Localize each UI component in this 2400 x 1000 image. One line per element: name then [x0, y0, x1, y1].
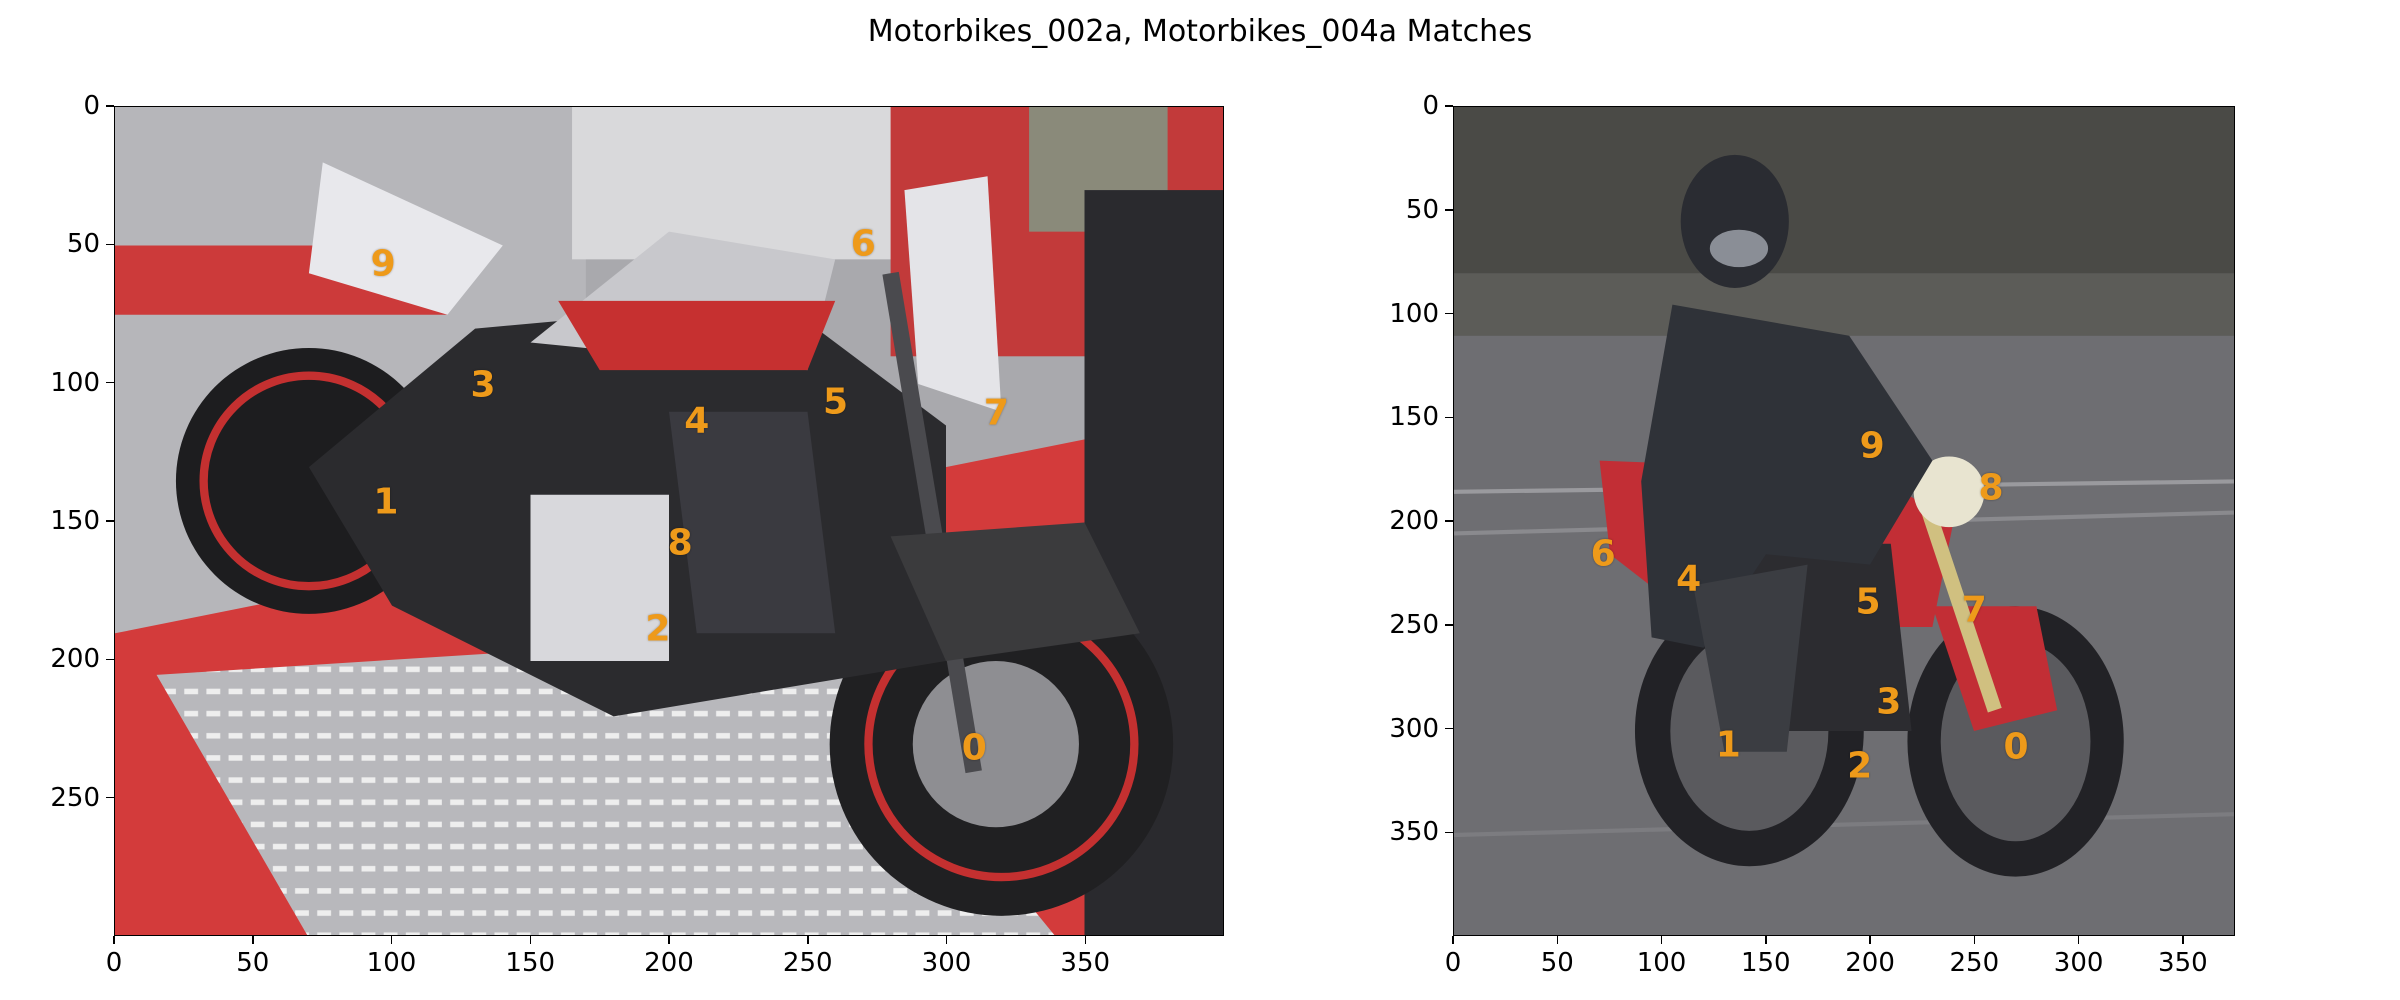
keypoint-label: 7 [1961, 589, 1987, 631]
y-tick-mark [1445, 624, 1453, 626]
y-tick-label: 250 [50, 782, 100, 813]
x-tick-mark [113, 936, 115, 944]
x-tick-label: 350 [2158, 948, 2208, 978]
keypoint-label: 2 [645, 608, 671, 650]
right-motorbike-image [1454, 107, 2234, 935]
x-tick-label: 250 [782, 948, 833, 978]
y-tick-mark [106, 105, 114, 107]
x-tick-mark [807, 936, 809, 944]
keypoint-label: 6 [1590, 533, 1616, 575]
y-tick-mark [1445, 520, 1453, 522]
x-tick-mark [252, 936, 254, 944]
keypoint-label: 3 [470, 364, 496, 406]
y-tick-mark [106, 243, 114, 246]
x-tick-mark [2077, 936, 2080, 944]
keypoint-label: 9 [1859, 425, 1885, 467]
x-tick-mark [1556, 936, 1559, 944]
keypoint-label: 0 [2003, 726, 2029, 768]
x-tick-label: 150 [505, 948, 556, 978]
x-tick-label: 50 [236, 948, 270, 978]
x-tick-mark [1660, 936, 1663, 944]
y-tick-mark [1445, 416, 1453, 418]
keypoint-label: 7 [983, 392, 1009, 434]
y-tick-mark [106, 381, 114, 384]
keypoint-label: 5 [1855, 581, 1881, 623]
x-tick-mark [1869, 936, 1871, 944]
y-tick-label: 50 [66, 229, 100, 260]
keypoint-label: 9 [370, 243, 396, 285]
y-tick-mark [106, 796, 114, 799]
figure-title: Motorbikes_002a, Motorbikes_004a Matches [867, 14, 1533, 49]
keypoint-label: 8 [667, 522, 693, 564]
y-tick-mark [1445, 105, 1453, 107]
left-motorbike-image [115, 107, 1223, 935]
x-tick-label: 200 [644, 948, 694, 978]
y-tick-mark [106, 520, 114, 522]
x-tick-label: 250 [1949, 948, 2000, 978]
x-tick-label: 0 [105, 948, 123, 978]
x-tick-label: 150 [1740, 948, 1791, 978]
keypoint-label: 4 [684, 400, 710, 442]
keypoint-label: 8 [1978, 467, 2004, 509]
y-tick-mark [1445, 727, 1453, 730]
x-tick-mark [668, 936, 670, 944]
y-tick-label: 350 [1389, 817, 1439, 848]
x-tick-mark [529, 936, 531, 944]
x-tick-label: 300 [2053, 948, 2104, 978]
y-tick-label: 0 [83, 91, 100, 121]
keypoint-label: 0 [961, 727, 987, 769]
y-tick-mark [106, 658, 114, 661]
keypoint-label: 1 [373, 481, 399, 523]
x-tick-label: 350 [1060, 948, 1111, 978]
x-tick-label: 0 [1444, 948, 1462, 978]
keypoint-label: 6 [850, 223, 876, 265]
x-tick-mark [390, 936, 393, 944]
keypoint-label: 3 [1876, 681, 1902, 723]
x-tick-mark [945, 936, 948, 944]
y-tick-label: 200 [50, 644, 100, 675]
x-tick-mark [1973, 936, 1976, 944]
y-tick-mark [1445, 831, 1453, 833]
x-tick-mark [1765, 936, 1767, 944]
y-tick-label: 200 [1389, 506, 1439, 536]
y-tick-label: 50 [1405, 194, 1439, 225]
keypoint-label: 1 [1715, 724, 1741, 766]
x-tick-label: 100 [1636, 948, 1687, 978]
left-image-axes [114, 106, 1224, 936]
keypoint-label: 5 [822, 381, 849, 423]
x-tick-mark [2182, 936, 2184, 944]
x-tick-label: 100 [366, 948, 417, 978]
y-tick-mark [1445, 209, 1453, 211]
y-tick-label: 0 [1422, 91, 1439, 121]
x-tick-label: 50 [1540, 948, 1574, 978]
y-tick-mark [1445, 312, 1453, 315]
keypoint-label: 4 [1676, 558, 1702, 600]
y-tick-label: 100 [50, 367, 100, 398]
right-image-axes [1453, 106, 2235, 936]
y-tick-label: 250 [1389, 609, 1439, 640]
x-tick-mark [1452, 936, 1454, 944]
x-tick-mark [1084, 936, 1086, 944]
x-tick-label: 300 [921, 948, 972, 978]
y-tick-label: 150 [1389, 402, 1439, 433]
y-tick-label: 300 [1389, 713, 1439, 744]
y-tick-label: 150 [50, 506, 100, 536]
y-tick-label: 100 [1389, 298, 1439, 329]
keypoint-label: 2 [1847, 745, 1873, 787]
x-tick-label: 200 [1845, 948, 1895, 978]
